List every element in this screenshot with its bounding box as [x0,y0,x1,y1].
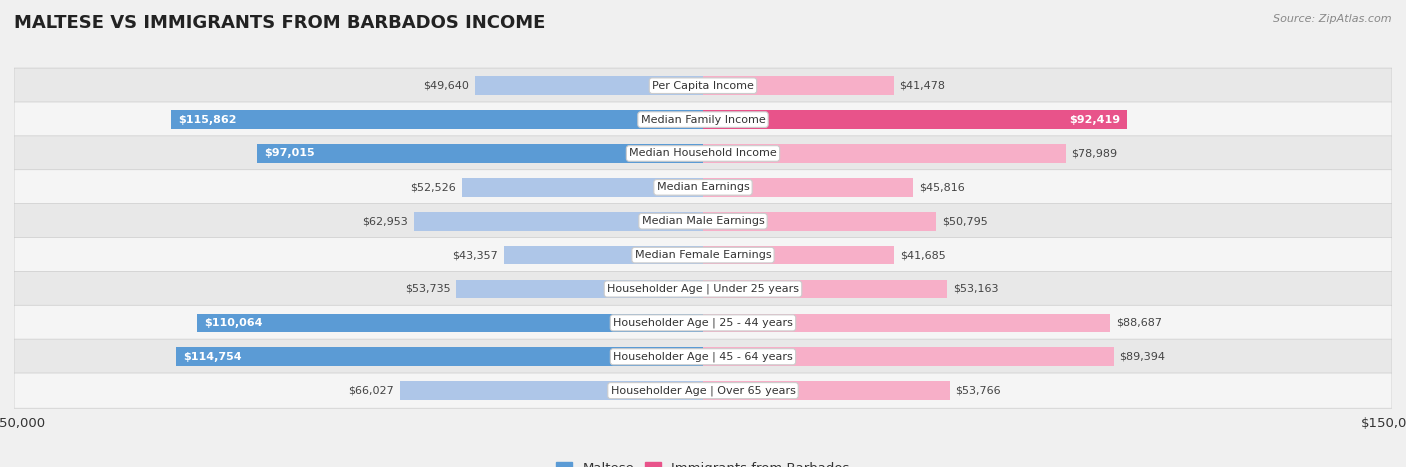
Bar [413,212,703,231]
Text: $53,766: $53,766 [956,386,1001,396]
Text: Per Capita Income: Per Capita Income [652,81,754,91]
Text: $97,015: $97,015 [264,149,315,158]
FancyBboxPatch shape [14,136,1392,171]
Bar [176,347,703,366]
FancyBboxPatch shape [14,305,1392,340]
Bar [703,178,914,197]
Bar [703,347,1114,366]
Bar [503,246,703,264]
FancyBboxPatch shape [14,271,1392,307]
Text: $43,357: $43,357 [453,250,498,260]
Legend: Maltese, Immigrants from Barbados: Maltese, Immigrants from Barbados [551,456,855,467]
Bar [257,144,703,163]
Text: $110,064: $110,064 [204,318,263,328]
FancyBboxPatch shape [14,102,1392,137]
Text: Median Female Earnings: Median Female Earnings [634,250,772,260]
Bar [197,313,703,332]
Text: $115,862: $115,862 [177,114,236,125]
Text: Median Household Income: Median Household Income [628,149,778,158]
Bar [703,110,1128,129]
Text: $89,394: $89,394 [1119,352,1166,362]
Bar [172,110,703,129]
FancyBboxPatch shape [14,238,1392,273]
Text: MALTESE VS IMMIGRANTS FROM BARBADOS INCOME: MALTESE VS IMMIGRANTS FROM BARBADOS INCO… [14,14,546,32]
Bar [475,77,703,95]
FancyBboxPatch shape [14,339,1392,375]
Text: $114,754: $114,754 [183,352,242,362]
Text: $92,419: $92,419 [1070,114,1121,125]
Bar [461,178,703,197]
Bar [703,246,894,264]
Text: $78,989: $78,989 [1071,149,1118,158]
Text: $45,816: $45,816 [920,182,965,192]
Text: Median Earnings: Median Earnings [657,182,749,192]
Text: $53,735: $53,735 [405,284,451,294]
Text: $88,687: $88,687 [1116,318,1161,328]
Bar [703,280,948,298]
Bar [703,212,936,231]
Bar [399,382,703,400]
FancyBboxPatch shape [14,204,1392,239]
Text: $66,027: $66,027 [349,386,394,396]
FancyBboxPatch shape [14,68,1392,103]
Text: Median Male Earnings: Median Male Earnings [641,216,765,226]
Bar [703,313,1111,332]
Bar [456,280,703,298]
Text: Householder Age | 45 - 64 years: Householder Age | 45 - 64 years [613,352,793,362]
Bar [703,144,1066,163]
Text: Householder Age | Over 65 years: Householder Age | Over 65 years [610,385,796,396]
Text: $53,163: $53,163 [953,284,998,294]
Text: Median Family Income: Median Family Income [641,114,765,125]
FancyBboxPatch shape [14,170,1392,205]
Text: Source: ZipAtlas.com: Source: ZipAtlas.com [1274,14,1392,24]
Text: Householder Age | 25 - 44 years: Householder Age | 25 - 44 years [613,318,793,328]
Text: $49,640: $49,640 [423,81,470,91]
Text: $62,953: $62,953 [363,216,408,226]
Text: $41,478: $41,478 [898,81,945,91]
FancyBboxPatch shape [14,373,1392,408]
Text: $41,685: $41,685 [900,250,946,260]
Bar [703,77,893,95]
Text: $50,795: $50,795 [942,216,987,226]
Bar [703,382,950,400]
Text: Householder Age | Under 25 years: Householder Age | Under 25 years [607,284,799,294]
Text: $52,526: $52,526 [411,182,456,192]
